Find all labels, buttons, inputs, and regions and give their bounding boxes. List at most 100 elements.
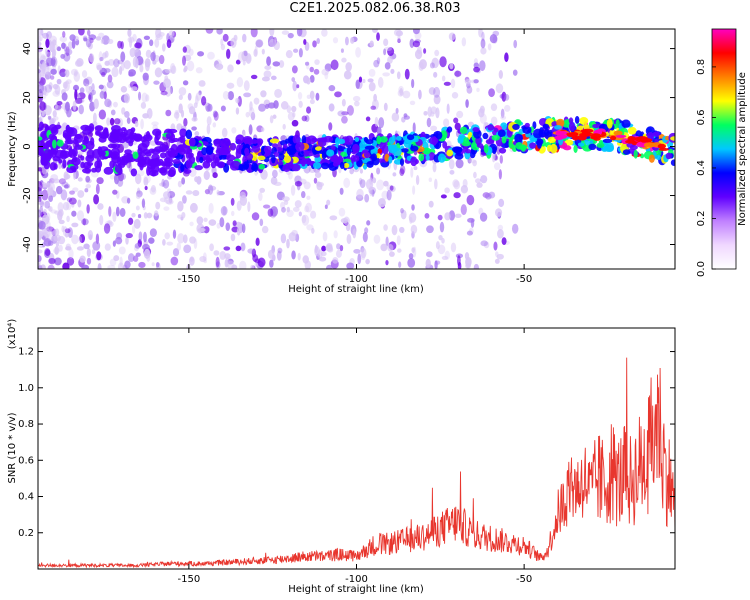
heatmap-cell [201,147,208,156]
heatmap-cell [118,246,126,255]
heatmap-cell [472,127,480,133]
heatmap-cell [280,135,287,142]
heatmap-cell [449,169,455,175]
heatmap-cell [182,55,187,66]
snr-y-tick-label: 0.4 [18,492,34,503]
heatmap-cell [80,155,85,161]
heatmap-cell [189,256,195,266]
heatmap-cell [474,178,482,184]
heatmap-cell [215,63,224,71]
heatmap-cell [86,248,91,258]
heatmap-cell [54,257,62,266]
heatmap-cell [469,159,477,164]
heatmap-cell [256,138,264,145]
heatmap-cell [131,212,136,218]
heatmap-cell [499,154,503,164]
heatmap-cell [295,141,305,152]
heatmap-cell [313,68,320,75]
heatmap-cell [107,38,114,44]
heatmap-cell [450,242,457,253]
heatmap-cell [138,261,146,268]
heatmap-cell [301,190,306,199]
heatmap-cell [84,188,89,193]
heatmap-cell [320,162,330,170]
heatmap-cell [512,123,520,131]
heatmap-cell [309,90,315,100]
heatmap-cell [498,70,503,79]
heatmap-cell [372,177,377,184]
heatmap-cell [150,185,156,193]
heatmap-cell [197,227,206,233]
heatmap-cell [38,255,42,262]
heatmap-cell [64,69,70,78]
heatmap-cell [272,143,278,149]
heatmap-cell [286,209,294,218]
heatmap-cell [220,43,226,51]
heatmap-cell [376,32,380,41]
heatmap-cell [309,99,315,105]
heatmap-cell [573,144,578,153]
heatmap-cell [596,142,605,148]
heatmap-cell [602,138,613,144]
heatmap-cell [280,101,289,110]
heatmap-peak [625,139,635,144]
heatmap-cell [123,129,128,136]
heatmap-cell [40,148,45,158]
heatmap-cell [491,134,500,141]
heatmap-cell [454,213,462,218]
heatmap-cell [446,149,454,157]
heatmap-y-tick-label: 40 [22,42,33,55]
heatmap-cell [124,136,135,144]
heatmap-cell [230,197,235,206]
heatmap-cell [216,161,225,169]
heatmap-y-ticks: -40 -20 0 20 40 [22,42,675,253]
heatmap-cell [433,94,441,105]
heatmap-cell [592,123,601,129]
heatmap-cell [216,222,221,229]
heatmap-cell [168,166,176,177]
heatmap-cell [133,218,141,229]
heatmap-cell [88,92,93,103]
heatmap-cell [443,81,451,86]
heatmap-cell [50,126,59,136]
heatmap-cell [385,259,389,266]
heatmap-cell [243,163,249,170]
heatmap-cell [309,66,314,73]
colorbar-tick-label: 0.0 [696,261,707,277]
heatmap-cell [42,32,49,39]
heatmap-cell [260,145,266,156]
heatmap-cell [257,155,266,161]
heatmap-cell [249,101,253,111]
heatmap-cell [333,230,338,239]
heatmap-cell [189,236,196,244]
heatmap-cell [221,127,228,138]
heatmap-cell [363,151,371,159]
heatmap-cell [296,84,300,89]
heatmap-cell [269,138,280,144]
heatmap-cell [412,137,419,143]
heatmap-cell [312,40,317,48]
snr-y-multiplier: (x10⁴) [7,319,18,350]
heatmap-cell [315,146,322,151]
heatmap-cell [162,238,166,246]
heatmap-cell [274,88,283,98]
heatmap-cell [298,48,303,58]
heatmap-cell [127,217,134,225]
heatmap-cell [250,264,255,269]
heatmap-cell [52,139,57,149]
heatmap-peak [613,130,623,136]
heatmap-cell [99,214,104,226]
heatmap-cell [453,180,461,190]
heatmap-cell [109,117,115,126]
heatmap-cell [269,259,274,268]
heatmap-cell [227,64,234,73]
heatmap-cell [77,177,83,182]
heatmap-cell [495,208,503,217]
heatmap-cell [562,145,572,151]
heatmap-cell [480,240,488,247]
heatmap-cell [173,149,178,157]
heatmap-cell [44,89,49,97]
heatmap-cell [412,29,420,35]
heatmap-cell [359,168,363,174]
heatmap-cell [332,155,339,164]
